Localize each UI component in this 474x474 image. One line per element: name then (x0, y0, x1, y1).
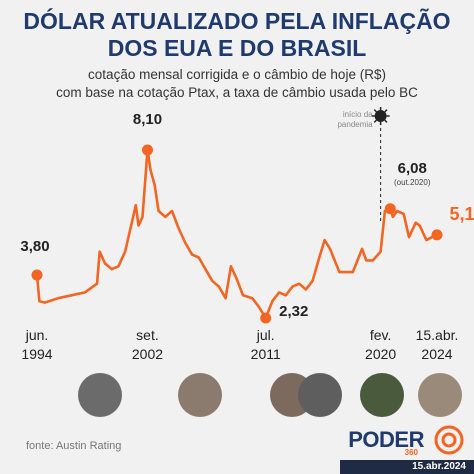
virus-spike (384, 119, 388, 123)
line (35, 148, 438, 320)
point-marker (384, 203, 396, 215)
virus-spike (384, 109, 388, 113)
value-label: 2,32 (279, 303, 309, 320)
logo-ring (441, 432, 457, 448)
logo: PODER (348, 427, 424, 452)
point-marker (431, 229, 443, 241)
date: 15.abr.2024 (412, 461, 466, 472)
chart-subtitle: cotação mensal corrigida e o câmbio de h… (56, 67, 418, 100)
value-label: 6,08 (397, 159, 427, 177)
value-label: 5,18 (449, 203, 474, 224)
logo-ring (434, 425, 464, 455)
source: fonte: Austin Rating (26, 440, 122, 452)
virus-spike (373, 109, 377, 113)
x-tick-label: fev. 2020 (365, 327, 397, 362)
x-tick-label: jun. 1994 (21, 327, 53, 362)
photo (418, 373, 462, 417)
chart-title: DÓLAR ATUALIZADO PELA INFLAÇÃO DOS EUA E… (23, 8, 451, 61)
pandemic-label: início da pandemia (337, 110, 373, 129)
x-tick-label: jul. 2011 (250, 327, 281, 362)
logo-mark (434, 425, 464, 455)
footer-bar (340, 460, 474, 474)
point-marker (260, 312, 272, 324)
value-label: 3,80 (20, 237, 50, 255)
virus-spike (373, 119, 377, 123)
photo (360, 373, 404, 417)
point-marker (31, 269, 43, 281)
photo (298, 373, 342, 417)
x-tick-label: 15.abr. 2024 (415, 327, 459, 362)
photo (78, 373, 122, 417)
virus-icon (374, 110, 387, 122)
value-label: 8,10 (132, 111, 163, 128)
x-tick-label: set. 2002 (131, 327, 164, 362)
point-marker (141, 144, 153, 156)
photos (78, 373, 462, 417)
logo-sub: 360 (404, 448, 418, 457)
point-note: (out.2020) (394, 177, 431, 187)
photo (178, 373, 222, 417)
